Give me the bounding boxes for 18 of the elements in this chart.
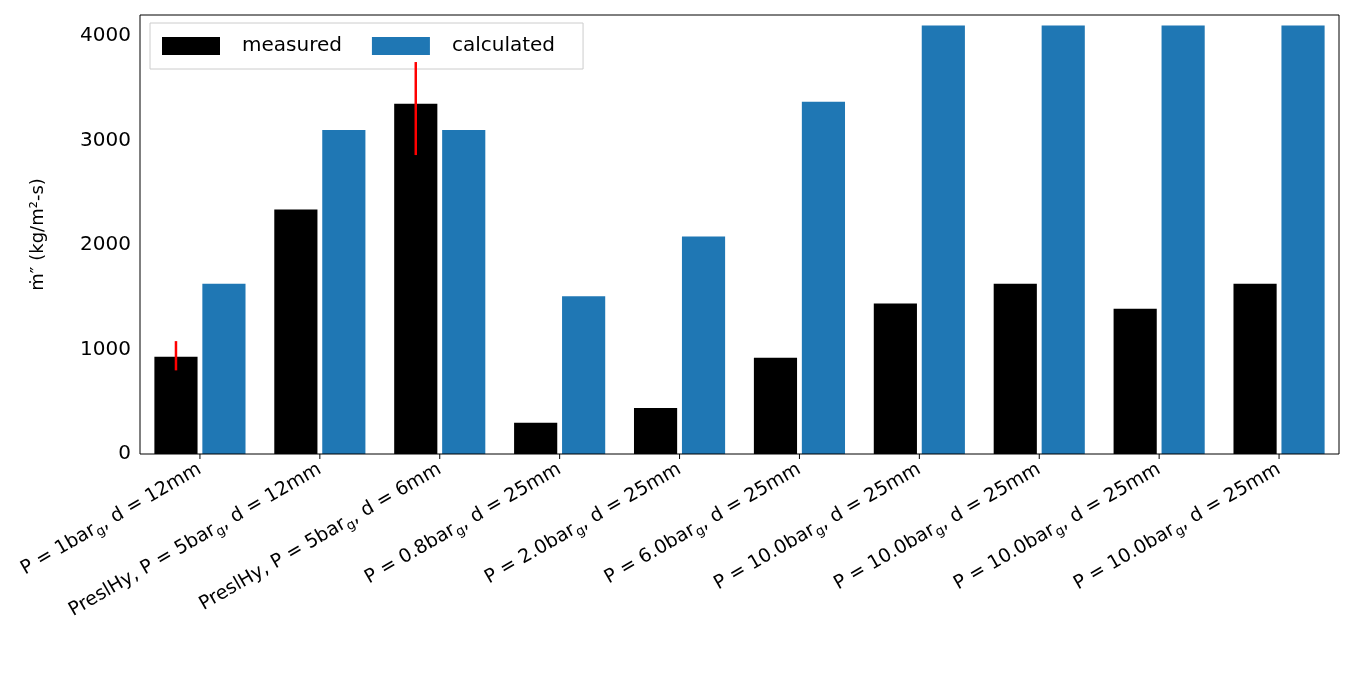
bar <box>562 296 606 454</box>
y-tick-label: 0 <box>118 440 131 465</box>
bar <box>1161 25 1205 454</box>
bar <box>442 129 486 454</box>
y-tick-label: 2000 <box>80 231 131 256</box>
y-axis-title: ṁ″ (kg/m²-s) <box>25 178 47 291</box>
bar <box>322 129 366 454</box>
y-tick-label: 4000 <box>80 22 131 47</box>
bar <box>921 25 965 454</box>
y-tick-label: 3000 <box>80 126 131 151</box>
bar <box>1281 25 1325 454</box>
legend-label: calculated <box>451 32 556 57</box>
bar <box>202 283 246 454</box>
legend-label: measured <box>242 32 342 57</box>
bar <box>1041 25 1085 454</box>
bar <box>801 101 846 454</box>
y-tick-label: 1000 <box>80 335 131 360</box>
bar <box>681 236 726 454</box>
